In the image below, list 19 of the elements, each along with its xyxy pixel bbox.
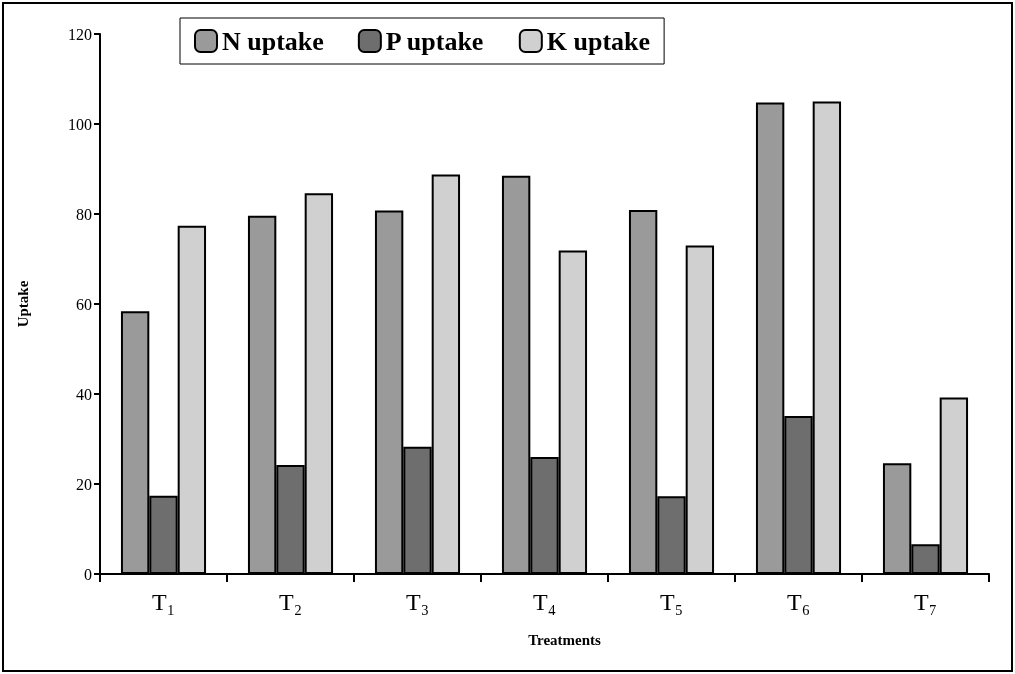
legend-label: P uptake	[385, 26, 484, 56]
x-tick-label: T₃	[405, 589, 430, 615]
x-axis-title: Treatments	[528, 631, 602, 648]
x-tick-label: T₁	[151, 589, 176, 615]
y-tick-label: 120	[68, 25, 92, 43]
x-tick-label: T₄	[532, 589, 557, 615]
x-tick-label: T₅	[659, 589, 684, 615]
legend-label: N uptake	[222, 26, 324, 56]
y-tick-label: 80	[76, 205, 92, 223]
y-tick-label: 40	[76, 385, 92, 403]
x-tick-label: T₇	[913, 589, 938, 615]
y-tick-label: 20	[76, 475, 92, 493]
y-axis-title: Uptake	[14, 280, 31, 328]
y-tick-label: 100	[68, 115, 92, 133]
legend-label: K uptake	[546, 26, 651, 56]
y-tick-label: 60	[76, 295, 92, 313]
x-tick-label: T₂	[278, 589, 303, 615]
y-tick-label: 0	[84, 565, 92, 583]
x-tick-label: T₆	[786, 589, 811, 615]
